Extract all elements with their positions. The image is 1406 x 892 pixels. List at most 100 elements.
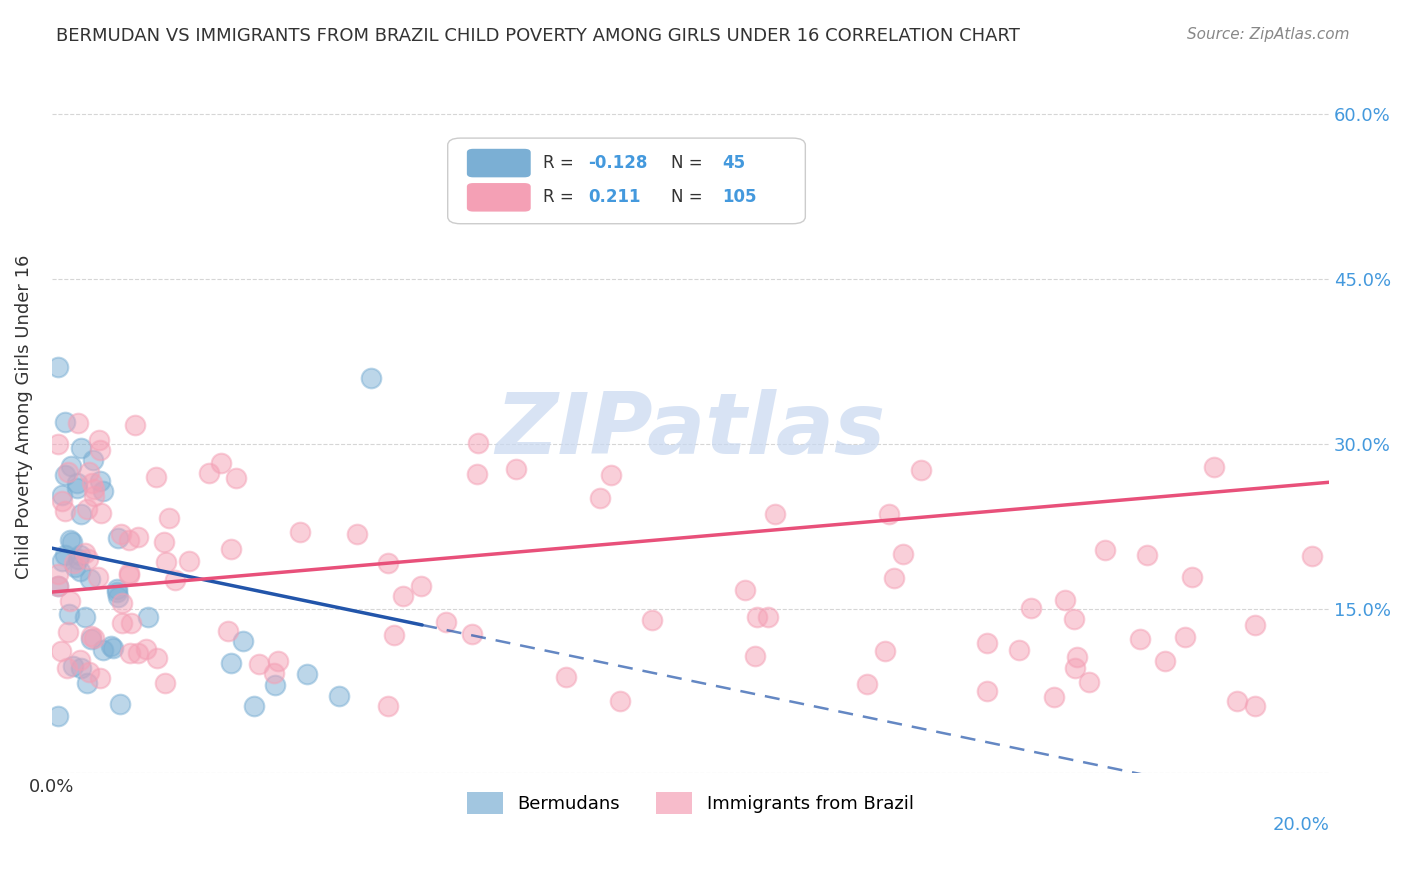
Text: N =: N = — [671, 188, 709, 206]
Point — [1021, 601, 1043, 615]
Point — [58, 625, 80, 640]
Point — [118, 568, 141, 582]
Point — [53, 468, 76, 483]
Point — [79, 572, 101, 586]
FancyBboxPatch shape — [467, 183, 530, 211]
Point — [232, 634, 254, 648]
Point — [66, 551, 89, 566]
Point — [434, 615, 457, 629]
Point — [69, 564, 91, 578]
Point — [83, 489, 105, 503]
Text: -0.128: -0.128 — [588, 154, 648, 172]
Point — [883, 571, 905, 585]
Point — [87, 570, 110, 584]
Point — [107, 590, 129, 604]
Point — [105, 584, 128, 599]
Point — [856, 677, 879, 691]
Point — [409, 579, 432, 593]
Point — [589, 491, 612, 506]
Y-axis label: Child Poverty Among Girls Under 16: Child Poverty Among Girls Under 16 — [15, 254, 32, 579]
Point — [108, 698, 131, 712]
Point — [1054, 593, 1077, 607]
Text: Source: ZipAtlas.com: Source: ZipAtlas.com — [1187, 27, 1350, 42]
Point — [1064, 661, 1087, 675]
Point — [46, 359, 69, 374]
Point — [67, 416, 90, 430]
Point — [91, 643, 114, 657]
Point — [89, 474, 111, 488]
Point — [295, 667, 318, 681]
Point — [111, 596, 134, 610]
Point — [328, 690, 350, 704]
Point — [138, 609, 160, 624]
Point — [264, 678, 287, 692]
Point — [505, 461, 527, 475]
Point — [58, 533, 80, 548]
Point — [89, 442, 111, 457]
Point — [69, 661, 91, 675]
Text: N =: N = — [671, 154, 709, 172]
Point — [53, 548, 76, 562]
Point — [179, 554, 201, 568]
Point — [46, 578, 69, 592]
Point — [155, 555, 177, 569]
Point — [360, 371, 382, 385]
Point — [146, 651, 169, 665]
Point — [63, 556, 86, 570]
Point — [1063, 612, 1085, 626]
Point — [51, 554, 73, 568]
Point — [58, 607, 80, 621]
Point — [135, 641, 157, 656]
Text: ZIPatlas: ZIPatlas — [495, 389, 886, 472]
Point — [219, 541, 242, 556]
Point — [1301, 549, 1323, 563]
Point — [89, 671, 111, 685]
Point — [1129, 632, 1152, 647]
Point — [1153, 654, 1175, 668]
Point — [1078, 674, 1101, 689]
Text: 105: 105 — [723, 188, 756, 206]
Point — [118, 533, 141, 547]
Point — [63, 559, 86, 574]
Point — [120, 615, 142, 630]
Point — [46, 708, 69, 723]
Point — [1094, 543, 1116, 558]
Legend: Bermudans, Immigrants from Brazil: Bermudans, Immigrants from Brazil — [460, 785, 921, 822]
Point — [1226, 694, 1249, 708]
Point — [118, 566, 141, 581]
Point — [225, 471, 247, 485]
Point — [555, 670, 578, 684]
Point — [910, 463, 932, 477]
Point — [127, 646, 149, 660]
Point — [100, 639, 122, 653]
Point — [111, 615, 134, 630]
Point — [209, 456, 232, 470]
Point — [69, 507, 91, 521]
Point — [69, 549, 91, 563]
Point — [80, 475, 103, 490]
Point — [79, 632, 101, 646]
Point — [77, 665, 100, 680]
Point — [53, 415, 76, 429]
Point — [976, 636, 998, 650]
Point — [877, 508, 900, 522]
Text: R =: R = — [544, 188, 585, 206]
Point — [1043, 690, 1066, 704]
Point — [288, 524, 311, 539]
Point — [46, 437, 69, 451]
Point — [110, 527, 132, 541]
FancyBboxPatch shape — [467, 149, 530, 178]
Point — [747, 610, 769, 624]
Point — [756, 609, 779, 624]
Point — [105, 582, 128, 596]
Point — [263, 665, 285, 680]
Point — [382, 628, 405, 642]
Point — [51, 644, 73, 658]
Point — [51, 488, 73, 502]
Point — [76, 502, 98, 516]
Point — [242, 698, 264, 713]
Point — [266, 654, 288, 668]
Point — [75, 610, 97, 624]
Point — [59, 458, 82, 473]
Point — [87, 433, 110, 447]
